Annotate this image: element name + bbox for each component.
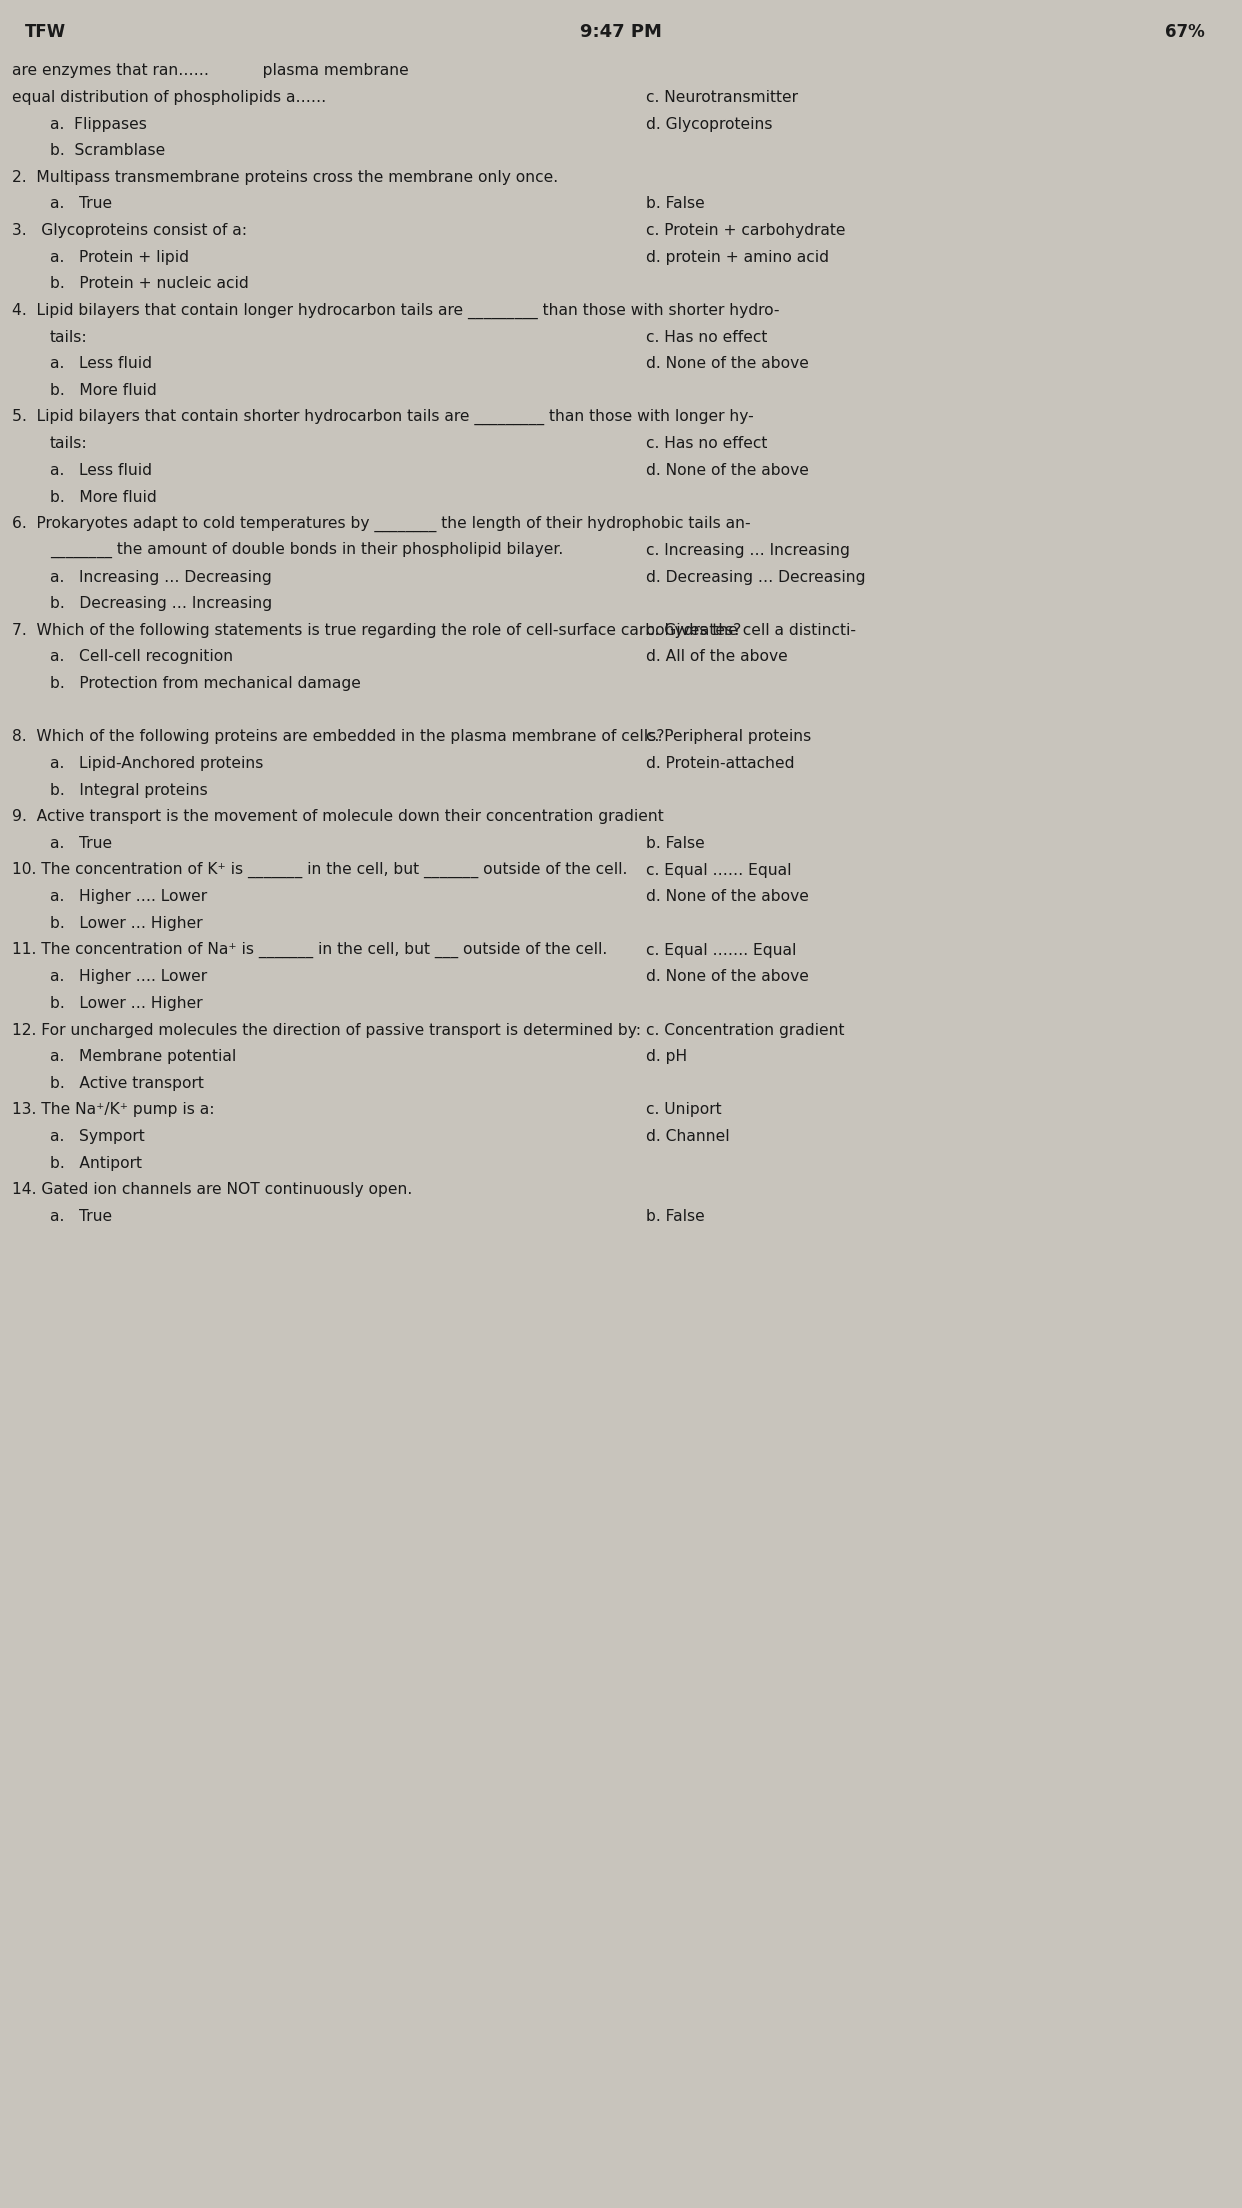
- Text: tails:: tails:: [50, 329, 87, 344]
- Text: d. None of the above: d. None of the above: [646, 355, 809, 371]
- Text: 3.   Glycoproteins consist of a:: 3. Glycoproteins consist of a:: [12, 223, 247, 238]
- Text: are enzymes that ran……           plasma membrane: are enzymes that ran…… plasma membrane: [12, 64, 409, 77]
- Text: 8.  Which of the following proteins are embedded in the plasma membrane of cells: 8. Which of the following proteins are e…: [12, 729, 664, 744]
- Text: 12. For uncharged molecules the direction of passive transport is determined by:: 12. For uncharged molecules the directio…: [12, 1022, 641, 1038]
- Text: c. Increasing … Increasing: c. Increasing … Increasing: [646, 543, 850, 559]
- Text: d. All of the above: d. All of the above: [646, 649, 787, 665]
- Text: b.   Active transport: b. Active transport: [50, 1075, 204, 1091]
- Text: d. None of the above: d. None of the above: [646, 969, 809, 985]
- Text: c. Has no effect: c. Has no effect: [646, 329, 768, 344]
- Text: d. protein + amino acid: d. protein + amino acid: [646, 250, 828, 265]
- Text: 5.  Lipid bilayers that contain shorter hydrocarbon tails are _________ than tho: 5. Lipid bilayers that contain shorter h…: [12, 408, 754, 426]
- Text: 7.  Which of the following statements is true regarding the role of cell-surface: 7. Which of the following statements is …: [12, 623, 741, 638]
- Text: b.   Protection from mechanical damage: b. Protection from mechanical damage: [50, 676, 360, 691]
- Text: c. Protein + carbohydrate: c. Protein + carbohydrate: [646, 223, 846, 238]
- Text: 10. The concentration of K⁺ is _______ in the cell, but _______ outside of the c: 10. The concentration of K⁺ is _______ i…: [12, 861, 627, 879]
- Text: 13. The Na⁺/K⁺ pump is a:: 13. The Na⁺/K⁺ pump is a:: [12, 1102, 215, 1117]
- Text: 6.  Prokaryotes adapt to cold temperatures by ________ the length of their hydro: 6. Prokaryotes adapt to cold temperature…: [12, 517, 751, 532]
- Text: b.   Antiport: b. Antiport: [50, 1155, 142, 1170]
- Text: b.   Integral proteins: b. Integral proteins: [50, 782, 207, 797]
- Text: 9:47 PM: 9:47 PM: [580, 22, 662, 42]
- Text: a.   Less fluid: a. Less fluid: [50, 464, 152, 477]
- Text: 2.  Multipass transmembrane proteins cross the membrane only once.: 2. Multipass transmembrane proteins cros…: [12, 170, 559, 185]
- Text: a.   Protein + lipid: a. Protein + lipid: [50, 250, 189, 265]
- Text: b.  Scramblase: b. Scramblase: [50, 144, 165, 159]
- Text: c. Concentration gradient: c. Concentration gradient: [646, 1022, 845, 1038]
- Text: 11. The concentration of Na⁺ is _______ in the cell, but ___ outside of the cell: 11. The concentration of Na⁺ is _______ …: [12, 943, 607, 958]
- Text: tails:: tails:: [50, 437, 87, 450]
- Text: c. Neurotransmitter: c. Neurotransmitter: [646, 91, 797, 106]
- Text: a.   Symport: a. Symport: [50, 1128, 144, 1144]
- Text: a.   Less fluid: a. Less fluid: [50, 355, 152, 371]
- Text: a.   Increasing … Decreasing: a. Increasing … Decreasing: [50, 570, 272, 585]
- Text: b.   Lower … Higher: b. Lower … Higher: [50, 996, 202, 1011]
- Text: a.   Membrane potential: a. Membrane potential: [50, 1049, 236, 1064]
- Text: d. Protein-attached: d. Protein-attached: [646, 755, 795, 771]
- Text: c. Equal ……. Equal: c. Equal ……. Equal: [646, 943, 796, 958]
- Text: ________ the amount of double bonds in their phospholipid bilayer.: ________ the amount of double bonds in t…: [50, 543, 563, 559]
- Text: b.   Protein + nucleic acid: b. Protein + nucleic acid: [50, 276, 248, 291]
- Text: b.   More fluid: b. More fluid: [50, 382, 156, 397]
- Text: b. False: b. False: [646, 1210, 704, 1223]
- Text: 67%: 67%: [1165, 22, 1205, 42]
- Text: equal distribution of phospholipids a……: equal distribution of phospholipids a……: [12, 91, 327, 106]
- Text: 9.  Active transport is the movement of molecule down their concentration gradie: 9. Active transport is the movement of m…: [12, 810, 664, 824]
- Text: b.   Lower … Higher: b. Lower … Higher: [50, 916, 202, 932]
- Text: c. Uniport: c. Uniport: [646, 1102, 722, 1117]
- Text: b.   Decreasing … Increasing: b. Decreasing … Increasing: [50, 596, 272, 612]
- Text: a.   True: a. True: [50, 197, 112, 212]
- Text: b. False: b. False: [646, 197, 704, 212]
- Text: d. pH: d. pH: [646, 1049, 687, 1064]
- Text: a.   Higher …. Lower: a. Higher …. Lower: [50, 969, 207, 985]
- Text: 4.  Lipid bilayers that contain longer hydrocarbon tails are _________ than thos: 4. Lipid bilayers that contain longer hy…: [12, 302, 780, 318]
- Text: c. Equal …… Equal: c. Equal …… Equal: [646, 863, 791, 877]
- Text: c. Gives the cell a distincti-: c. Gives the cell a distincti-: [646, 623, 856, 638]
- Text: a.   Higher …. Lower: a. Higher …. Lower: [50, 890, 207, 905]
- Text: TFW: TFW: [25, 22, 66, 42]
- Text: d. None of the above: d. None of the above: [646, 890, 809, 905]
- Text: b.   More fluid: b. More fluid: [50, 490, 156, 506]
- Text: d. Decreasing … Decreasing: d. Decreasing … Decreasing: [646, 570, 866, 585]
- Text: d. Glycoproteins: d. Glycoproteins: [646, 117, 773, 132]
- Text: a.   Cell-cell recognition: a. Cell-cell recognition: [50, 649, 232, 665]
- Text: b. False: b. False: [646, 837, 704, 850]
- Text: c. Has no effect: c. Has no effect: [646, 437, 768, 450]
- Text: c. Peripheral proteins: c. Peripheral proteins: [646, 729, 811, 744]
- Text: a.   True: a. True: [50, 837, 112, 850]
- Text: a.  Flippases: a. Flippases: [50, 117, 147, 132]
- Text: d. None of the above: d. None of the above: [646, 464, 809, 477]
- Text: 14. Gated ion channels are NOT continuously open.: 14. Gated ion channels are NOT continuou…: [12, 1183, 412, 1197]
- Text: a.   True: a. True: [50, 1210, 112, 1223]
- Text: a.   Lipid-Anchored proteins: a. Lipid-Anchored proteins: [50, 755, 263, 771]
- Text: d. Channel: d. Channel: [646, 1128, 729, 1144]
